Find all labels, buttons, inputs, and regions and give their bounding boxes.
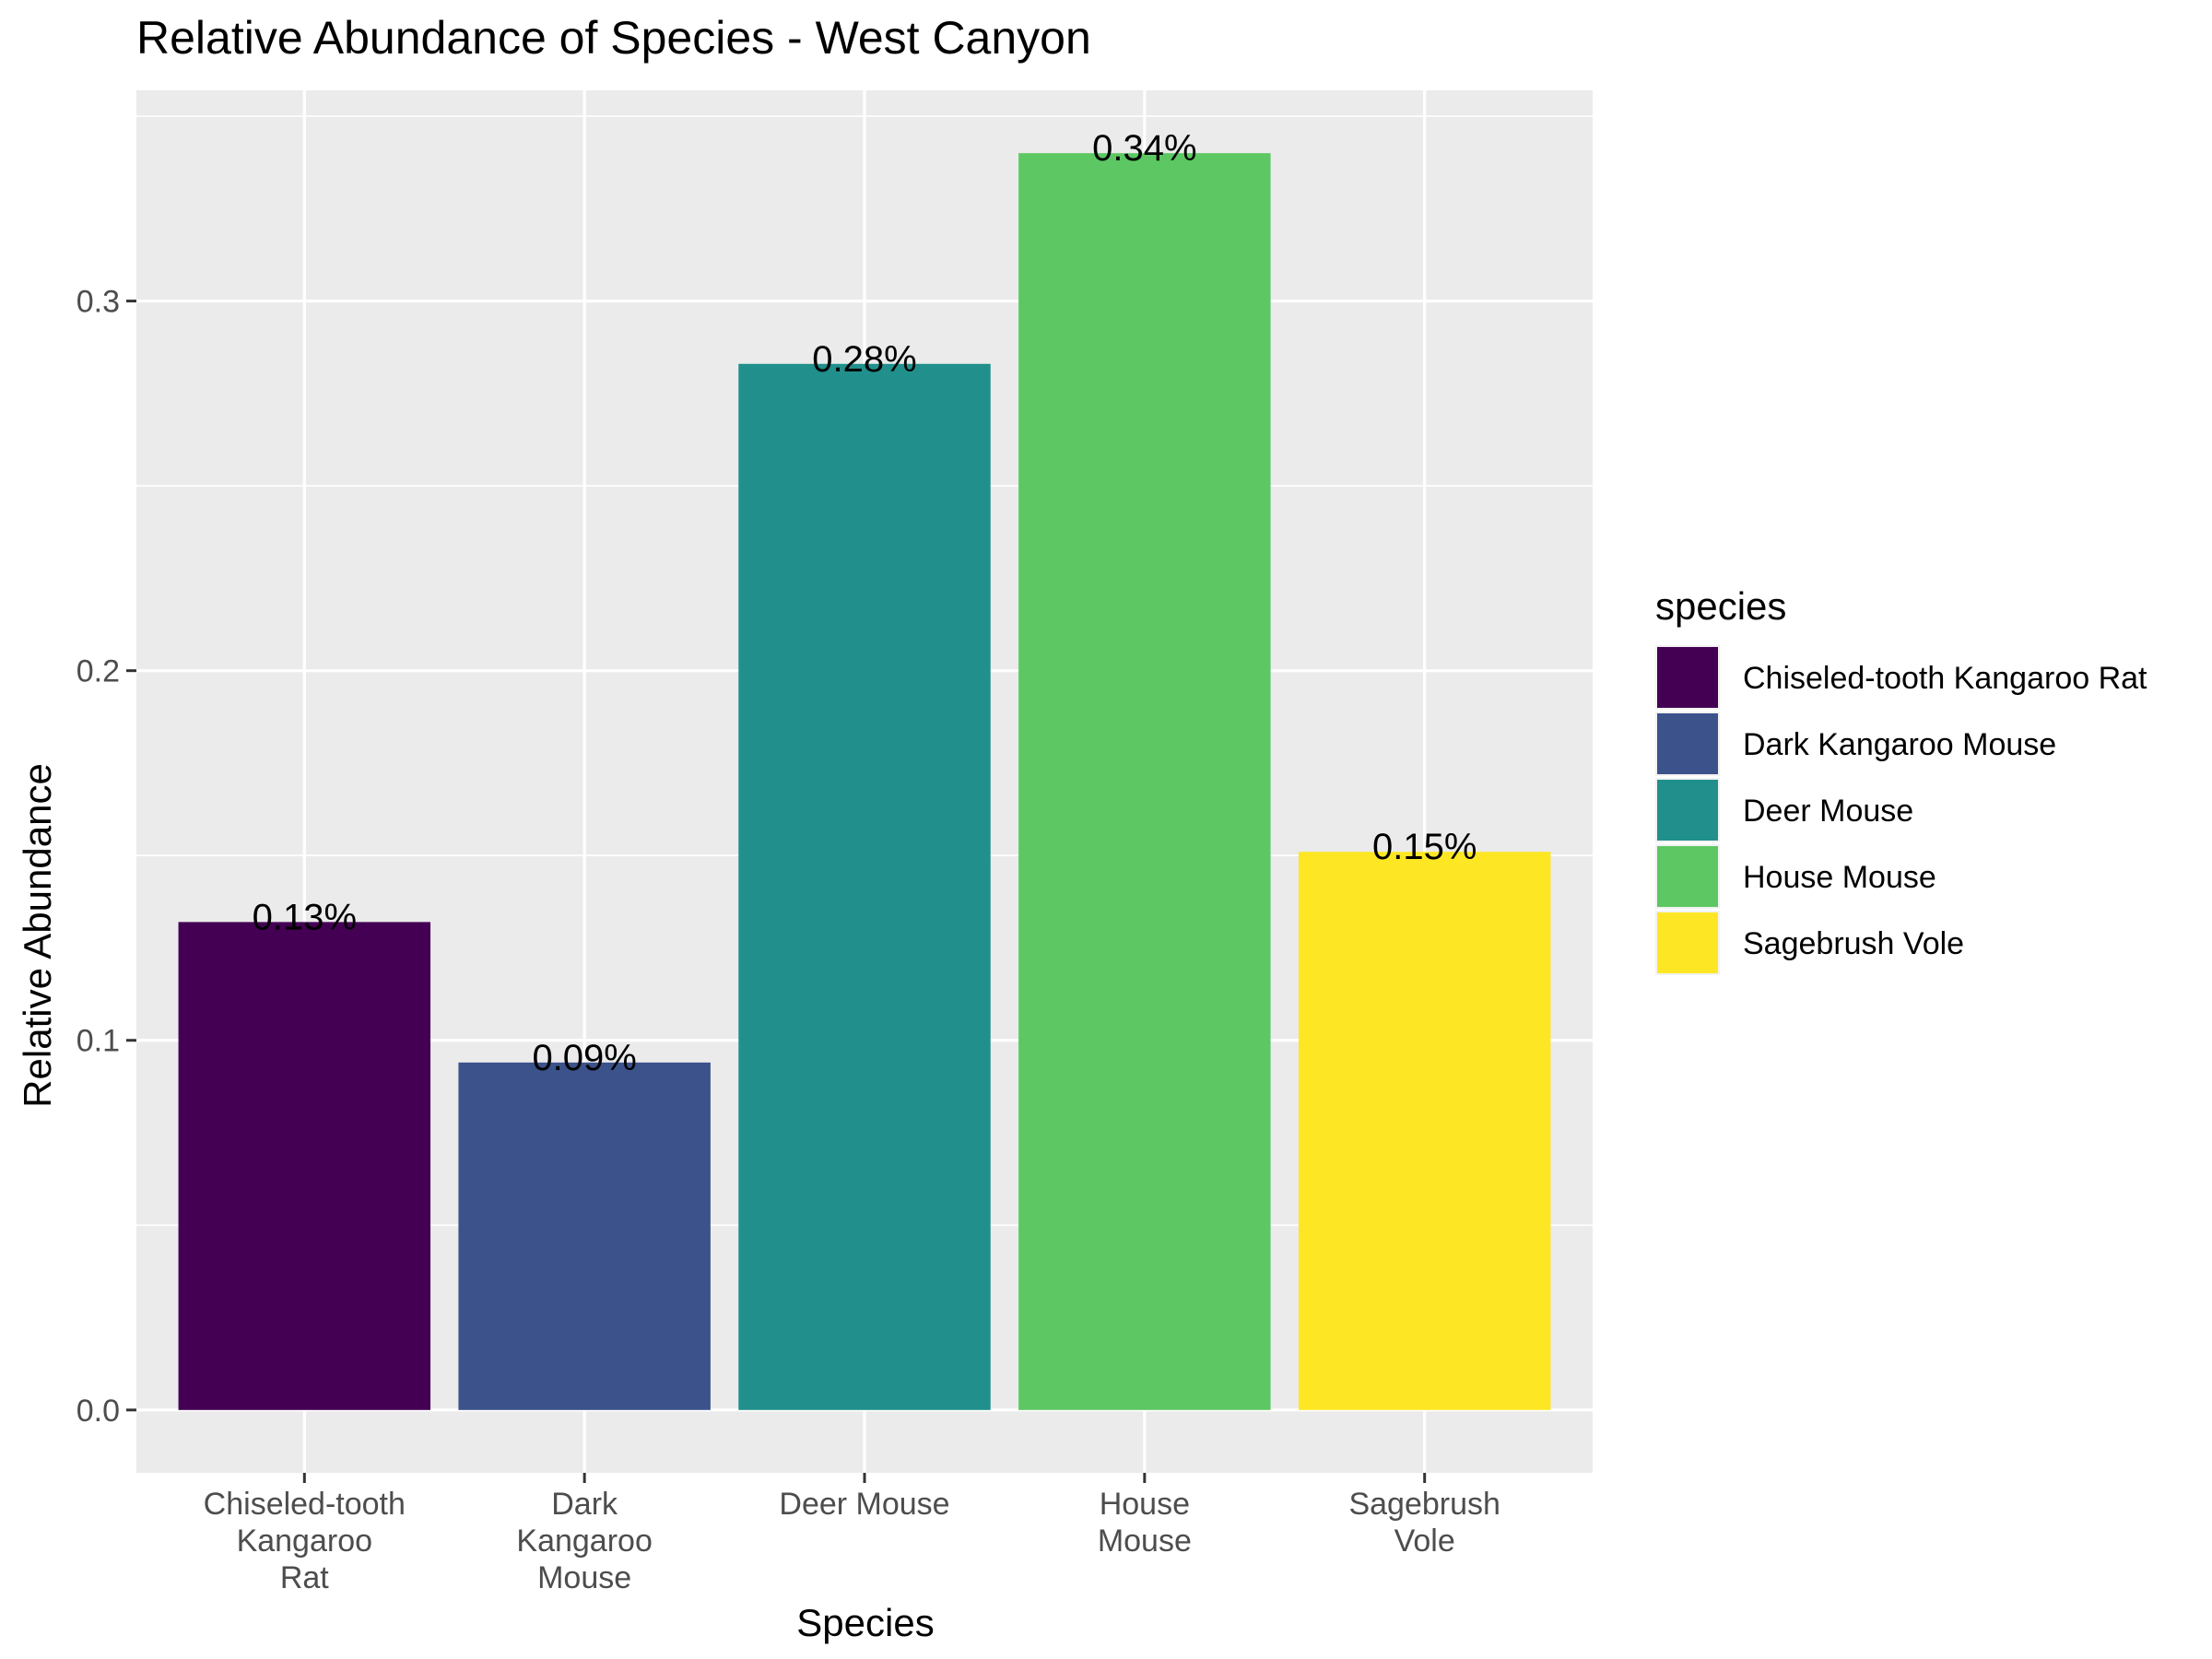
legend-title: species <box>1655 584 1786 628</box>
data-label: 0.15% <box>1372 827 1477 867</box>
data-label: 0.34% <box>1092 128 1196 169</box>
bar <box>178 922 431 1410</box>
legend-label: House Mouse <box>1743 860 1936 895</box>
legend-label: Deer Mouse <box>1743 794 1913 829</box>
x-tick-label: Chiseled-tooth Kangaroo Rat <box>204 1487 406 1595</box>
data-label: 0.13% <box>253 897 357 937</box>
chart-title: Relative Abundance of Species - West Can… <box>136 12 1091 64</box>
x-tick-label: House Mouse <box>1098 1487 1192 1559</box>
legend-item: Sagebrush Vole <box>1655 911 1964 975</box>
data-label: 0.09% <box>532 1038 636 1078</box>
legend-item: Dark Kangaroo Mouse <box>1655 712 2056 776</box>
bar <box>1018 153 1271 1410</box>
bar <box>738 363 991 1410</box>
x-axis-title: Species <box>796 1601 934 1644</box>
bar <box>1298 852 1551 1410</box>
y-axis-title: Relative Abundance <box>16 763 59 1108</box>
x-tick-label: Deer Mouse <box>779 1487 949 1522</box>
bars <box>178 153 1551 1410</box>
legend-item: House Mouse <box>1655 844 1936 909</box>
data-labels: 0.13% 0.09% 0.28% 0.34% 0.15% <box>253 128 1477 1078</box>
legend-swatch <box>1657 780 1718 841</box>
legend-label: Chiseled-tooth Kangaroo Rat <box>1743 661 2147 696</box>
legend-item: Deer Mouse <box>1655 778 1913 842</box>
x-tick-label: Sagebrush Vole <box>1348 1487 1500 1559</box>
y-tick-label: 0.1 <box>76 1024 120 1059</box>
y-tick-label: 0.2 <box>76 654 120 689</box>
y-axis: 0.0 0.1 0.2 0.3 <box>76 285 136 1429</box>
x-axis: Chiseled-tooth Kangaroo Rat Dark Kangaroo Mou… <box>204 1473 1500 1595</box>
legend-item: Chiseled-tooth Kangaroo Rat <box>1655 645 2147 710</box>
legend-swatch <box>1657 846 1718 907</box>
y-tick-label: 0.0 <box>76 1394 120 1429</box>
x-tick-label: Dark Kangaroo Mouse <box>516 1487 652 1595</box>
legend: species Chiseled-tooth Kangaroo Rat Dark … <box>1655 584 2147 975</box>
y-tick-label: 0.3 <box>76 285 120 320</box>
legend-swatch <box>1657 912 1718 973</box>
legend-swatch <box>1657 647 1718 708</box>
legend-label: Dark Kangaroo Mouse <box>1743 727 2056 762</box>
legend-swatch <box>1657 713 1718 774</box>
legend-label: Sagebrush Vole <box>1743 926 1964 961</box>
data-label: 0.28% <box>812 339 916 380</box>
bar <box>458 1062 711 1410</box>
